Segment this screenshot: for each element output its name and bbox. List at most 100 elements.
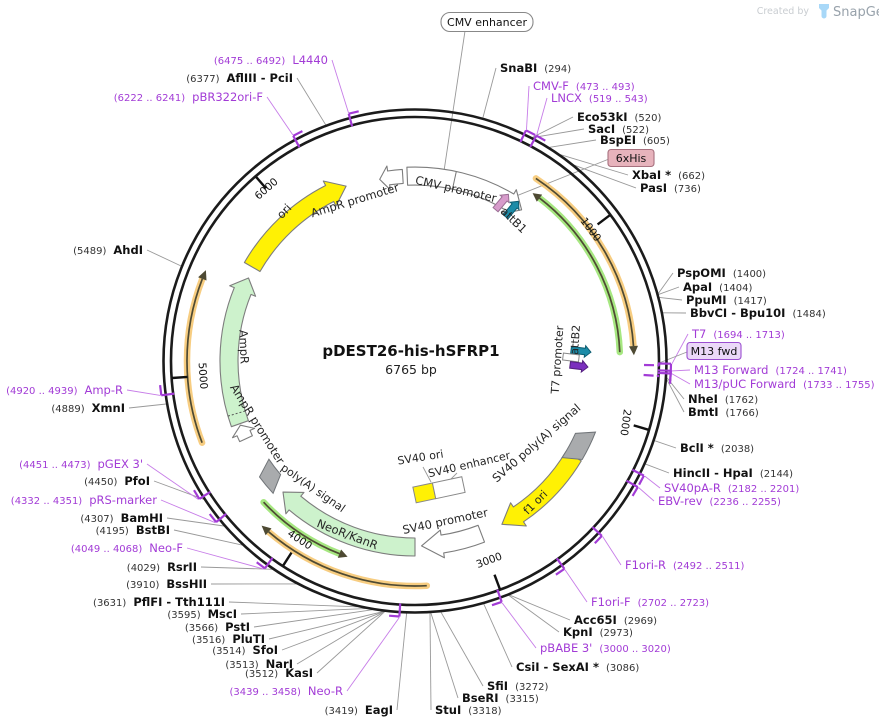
feature-arrows <box>219 165 597 559</box>
enzyme-label-bspei[interactable]: BspEI (605) <box>600 133 670 147</box>
feature-f1-ori[interactable] <box>501 451 582 527</box>
enzyme-label-bamhi[interactable]: (4307) BamHI <box>80 511 163 525</box>
callout-line-sv40-ori <box>422 466 432 483</box>
enzyme-label-xbai[interactable]: XbaI * (662) <box>632 168 705 182</box>
primer-label-neor_primer[interactable]: (3439 .. 3458) Neo-R <box>230 684 344 698</box>
enzyme-label-msci[interactable]: (3595) MscI <box>167 607 237 621</box>
enzyme-label-eco53ki[interactable]: Eco53kI (520) <box>577 110 662 124</box>
feature-ampr-promoter-top[interactable] <box>379 165 404 191</box>
his6-label[interactable]: 6xHis <box>616 152 647 165</box>
primer-label-pbr322orif[interactable]: (6222 .. 6241) pBR322ori-F <box>114 90 263 104</box>
enzyme-label-pspomi[interactable]: PspOMI (1400) <box>677 266 766 280</box>
enzyme-label-eagi[interactable]: (3419) EagI <box>325 703 393 717</box>
feature-attb1-arrow[interactable] <box>501 198 523 221</box>
callout-line-pgex3 <box>146 463 199 500</box>
enzyme-label-sfoi[interactable]: (3514) SfoI <box>212 643 278 657</box>
feature-ampr[interactable] <box>219 277 257 428</box>
callout-line-ebvrev <box>638 487 655 502</box>
enzyme-label-bmti[interactable]: BmtI (1766) <box>688 405 759 419</box>
tick-label: 6000 <box>253 176 281 203</box>
enzyme-label-kasi[interactable]: (3512) KasI <box>245 666 313 680</box>
primer-label-ampr_primer[interactable]: (4920 .. 4939) Amp-R <box>6 383 123 397</box>
enzyme-label-pluti[interactable]: (3516) PluTI <box>192 632 265 646</box>
enzyme-label-nari[interactable]: (3513) NarI <box>225 657 293 671</box>
backbone-outer-ring[interactable] <box>162 108 668 614</box>
feature-ori[interactable] <box>243 180 347 273</box>
primer-label-l4440[interactable]: (6475 .. 6492) L4440 <box>214 53 328 67</box>
callout-line-eagi <box>396 613 408 711</box>
primer-label-f1orir[interactable]: F1ori-R (2492 .. 2511) <box>625 558 745 572</box>
primer-label-f1orif[interactable]: F1ori-F (2702 .. 2723) <box>591 595 709 609</box>
callout-line-stui <box>429 613 432 711</box>
callout-line-ampr_primer <box>126 389 161 396</box>
enzyme-label-csii[interactable]: CsiI - SexAI * (3086) <box>516 660 639 674</box>
feature-sv40-enhancer[interactable] <box>431 476 466 500</box>
primer-mark-sv40par <box>631 468 645 486</box>
enzyme-label-acc65i[interactable]: Acc65I (2969) <box>574 613 657 627</box>
enzyme-label-bseri[interactable]: BseRI (3315) <box>462 691 539 705</box>
enzyme-label-snabi[interactable]: SnaBI (294) <box>500 61 571 75</box>
primer-label-m13puc[interactable]: M13/pUC Forward (1733 .. 1755) <box>694 377 875 391</box>
primer-label-pgex3[interactable]: (4451 .. 4473) pGEX 3' <box>19 457 143 471</box>
enzyme-label-xmni[interactable]: (4889) XmnI <box>51 401 125 415</box>
callout-line-ahdi <box>146 249 182 267</box>
enzyme-label-pasi[interactable]: PasI (736) <box>640 181 701 195</box>
primer-label-t7[interactable]: T7 (1694 .. 1713) <box>691 327 785 341</box>
callout-line-ppumi <box>659 296 683 301</box>
feature-polya-signal[interactable] <box>258 458 282 495</box>
his6-box[interactable] <box>607 148 655 168</box>
m13-dot-0 <box>657 363 660 367</box>
callout-line-rsrii <box>200 566 273 570</box>
feature-his6-arrow[interactable] <box>491 191 513 214</box>
enzyme-label-bbvci[interactable]: BbvCI - Bpu10I (1484) <box>690 306 826 320</box>
primer-label-cmvf[interactable]: CMV-F (473 .. 493) <box>533 79 635 93</box>
enzyme-label-ahdi[interactable]: (5489) AhdI <box>73 243 143 257</box>
primer-label-ebvrev[interactable]: EBV-rev (2236 .. 2255) <box>658 494 781 508</box>
feature-neor-kanr[interactable] <box>282 491 416 557</box>
callout-line-nari <box>296 611 385 665</box>
primer-mark-pbabe3 <box>491 589 503 607</box>
enzyme-label-hincii[interactable]: HincII - HpaI (2144) <box>673 466 793 480</box>
enzyme-label-apai[interactable]: ApaI (1404) <box>683 280 753 294</box>
enzyme-label-kpni[interactable]: KpnI (2973) <box>563 625 633 639</box>
sv40-ori-enhancer-boxes[interactable] <box>412 476 466 504</box>
ampr-divider <box>227 410 246 417</box>
feature-sv40-ori[interactable] <box>412 482 437 504</box>
primer-label-prsmarker[interactable]: (4332 .. 4351) pRS-marker <box>11 493 157 507</box>
primer-label-sv40par[interactable]: SV40pA-R (2182 .. 2201) <box>664 481 799 495</box>
enzyme-label-sfii[interactable]: SfiI (3272) <box>487 679 548 693</box>
feature-t7-promoter-arrow[interactable] <box>569 359 589 374</box>
cmv-enhancer-label[interactable]: CMV enhancer <box>447 16 527 29</box>
enzyme-label-aflIII[interactable]: (6377) AflIII - PciI <box>186 71 293 85</box>
enzyme-label-nhei[interactable]: NheI (1762) <box>688 392 758 406</box>
callout-line-bspei <box>549 139 597 148</box>
primer-label-lncx[interactable]: LNCX (519 .. 543) <box>551 91 648 105</box>
m13-fwd-box[interactable] <box>686 341 742 361</box>
backbone-inner-ring[interactable] <box>169 115 661 607</box>
callout-line-eco53ki <box>532 116 574 138</box>
enzyme-label-saci[interactable]: SacI (522) <box>588 122 649 136</box>
feature-sv40-polya-signal[interactable] <box>561 431 597 461</box>
orf-arcs <box>183 175 638 590</box>
primer-label-pbabe3[interactable]: pBABE 3' (3000 .. 3020) <box>540 641 671 655</box>
feature-attb2-arrow[interactable] <box>570 344 592 359</box>
feature-sv40-promoter[interactable] <box>420 524 486 559</box>
m13-fwd-label[interactable]: M13 fwd <box>691 345 738 358</box>
enzyme-label-bstbi[interactable]: (4195) BstBI <box>96 523 170 537</box>
enzyme-label-rsrii[interactable]: (4029) RsrII <box>127 560 197 574</box>
primer-label-m13forward[interactable]: M13 Forward (1724 .. 1741) <box>694 363 847 377</box>
cmv-enhancer-box[interactable] <box>440 11 534 33</box>
cmv-divider <box>452 171 457 190</box>
enzyme-label-psti[interactable]: (3566) PstI <box>185 620 250 634</box>
enzyme-label-pfoi[interactable]: (4450) PfoI <box>84 474 150 488</box>
enzyme-label-bcli[interactable]: BclI * (2038) <box>680 441 754 455</box>
tick-mark-4 <box>172 375 188 380</box>
primer-label-neof[interactable]: (4049 .. 4068) Neo-F <box>71 541 183 555</box>
enzyme-label-pflfi[interactable]: (3631) PflFI - Tth111I <box>93 595 225 609</box>
enzyme-label-ppumi[interactable]: PpuMI (1417) <box>686 293 767 307</box>
feature-ampr-promoter[interactable] <box>231 424 256 443</box>
enzyme-label-stui[interactable]: StuI (3318) <box>435 703 502 717</box>
enzyme-label-bsshii[interactable]: (3910) BssHII <box>126 577 207 591</box>
callout-line-f1orif <box>564 569 588 603</box>
